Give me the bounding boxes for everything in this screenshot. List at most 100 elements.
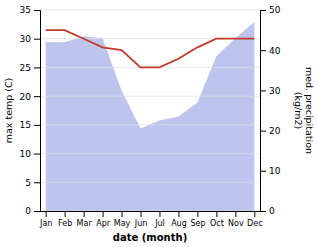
y-axis-title: max temp (C) — [3, 78, 14, 144]
tick-mark — [260, 211, 266, 212]
x-axis-title: date (month) — [113, 232, 187, 243]
tick-label: Aug — [171, 219, 187, 228]
tick-mark — [34, 39, 40, 40]
tick-label: 5 — [25, 178, 31, 188]
tick: 10 — [260, 166, 281, 176]
tick: 40 — [260, 46, 281, 56]
tick-label: 10 — [269, 166, 281, 176]
tick: 0 — [25, 206, 40, 216]
grid-line — [40, 96, 260, 97]
tick: 20 — [260, 126, 281, 136]
tick-label: Jan — [39, 219, 52, 228]
tick-mark — [260, 10, 266, 11]
y-axis: 0 5 10 15 20 25 30 35 — [20, 5, 41, 216]
tick-mark — [141, 211, 142, 217]
tick-mark — [235, 211, 236, 217]
tick-mark — [159, 211, 160, 217]
tick: Nov — [228, 211, 244, 228]
plot: Jan Feb MarAprMayJun Jul AugSep Oct NovDec 0 5 10… — [20, 5, 281, 227]
tick-label: 35 — [20, 5, 31, 15]
tick-label: 15 — [20, 120, 31, 130]
grid-line — [40, 124, 260, 125]
tick: 15 — [20, 120, 40, 130]
tick-mark — [103, 211, 104, 217]
tick: Feb — [58, 211, 72, 228]
marks — [46, 22, 255, 211]
tick: 35 — [20, 5, 40, 15]
tick: Jun — [134, 211, 148, 228]
grid-line — [40, 153, 260, 154]
tick-label: Dec — [247, 219, 262, 228]
tick-label: Mar — [77, 219, 93, 228]
tick-label: Jul — [154, 219, 165, 228]
tick: Oct — [210, 211, 224, 228]
tick: Dec — [247, 211, 262, 228]
tick-label: 10 — [20, 149, 32, 159]
tick-mark — [34, 67, 40, 68]
y2-axis: 0 10 20 30 40 50 — [260, 5, 281, 216]
tick: 30 — [260, 86, 281, 96]
tick-label: 0 — [269, 206, 275, 216]
axis-line — [40, 211, 260, 212]
tick-mark — [260, 90, 266, 91]
y2-axis-title-line: med. precipitation — [304, 67, 315, 154]
tick-label: Sep — [190, 219, 205, 228]
tick-mark — [46, 211, 47, 217]
tick-label: 30 — [269, 86, 281, 96]
tick: 25 — [20, 63, 40, 73]
chart: Jan Feb MarAprMayJun Jul AugSep Oct NovDec 0 5 10… — [0, 0, 318, 247]
tick-mark — [260, 171, 266, 172]
tick-mark — [260, 50, 266, 51]
tick: May — [114, 211, 131, 228]
tick-label: Apr — [96, 219, 111, 228]
tick-mark — [34, 125, 40, 126]
tick-mark — [122, 211, 123, 217]
tick-label: May — [114, 219, 131, 228]
tick-label: 40 — [269, 46, 281, 56]
tick: 20 — [20, 92, 40, 102]
grid-line — [40, 10, 260, 11]
tick-label: 30 — [20, 34, 32, 44]
grid — [40, 10, 260, 211]
x-axis: Jan Feb MarAprMayJun Jul AugSep Oct NovDec — [39, 211, 263, 228]
temp-line — [46, 30, 255, 67]
tick-mark — [34, 154, 40, 155]
precip-area — [46, 22, 255, 211]
tick-mark — [197, 211, 198, 217]
tick-label: 20 — [20, 92, 32, 102]
tick-mark — [34, 182, 40, 183]
tick: Jul — [154, 211, 165, 228]
tick-label: Nov — [228, 219, 244, 228]
tick-mark — [34, 10, 40, 11]
grid-line — [40, 211, 260, 212]
tick: Apr — [96, 211, 111, 228]
tick: 50 — [260, 5, 281, 15]
tick-label: 20 — [269, 126, 281, 136]
y2-axis-title-line: (kg/m2) — [293, 92, 304, 129]
tick: Aug — [171, 211, 187, 228]
tick: 10 — [20, 149, 40, 159]
tick-label: 50 — [269, 5, 281, 15]
tick: Mar — [77, 211, 93, 228]
tick-label: Feb — [58, 219, 72, 228]
tick: 0 — [260, 206, 275, 216]
grid-line — [40, 182, 260, 183]
tick-mark — [260, 131, 266, 132]
tick-label: 0 — [25, 206, 31, 216]
tick-mark — [84, 211, 85, 217]
tick: 30 — [20, 34, 40, 44]
tick: Sep — [190, 211, 205, 228]
y2-axis-title: med. precipitation(kg/m2) — [293, 67, 315, 154]
tick-mark — [254, 211, 255, 217]
tick-mark — [178, 211, 179, 217]
tick-mark — [34, 211, 40, 212]
tick: 5 — [25, 178, 40, 188]
axis-line — [34, 11, 41, 212]
tick-mark — [216, 211, 217, 217]
tick-label: Jun — [134, 219, 148, 228]
tick-mark — [65, 211, 66, 217]
tick-label: Oct — [210, 219, 224, 228]
tick: Jan — [39, 211, 52, 228]
tick-mark — [34, 96, 40, 97]
tick-label: 25 — [20, 63, 31, 73]
